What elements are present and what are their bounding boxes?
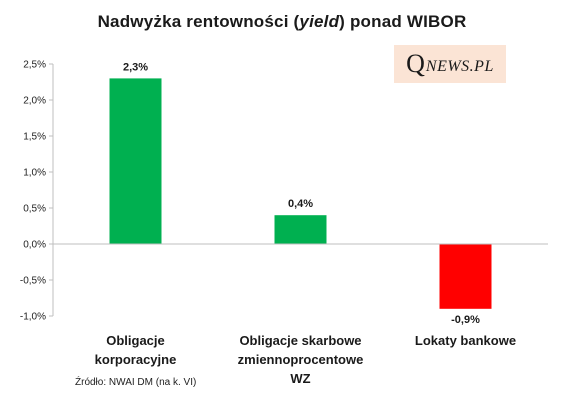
category-label: Obligacje: [106, 333, 165, 348]
data-label: 0,4%: [288, 198, 313, 210]
y-tick-label: 0,0%: [23, 240, 46, 251]
chart-title-suffix: ) ponad WIBOR: [339, 12, 467, 31]
brand-logo-text: NEWS.PL: [425, 58, 494, 75]
category-label: Obligacje skarbowe: [239, 333, 361, 348]
chart-title-prefix: Nadwyżka rentowności (: [97, 12, 300, 31]
source-note: Źródło: NWAI DM (na k. VI): [75, 377, 197, 388]
category-label: WZ: [290, 371, 310, 386]
y-tick-label: 1,0%: [23, 168, 46, 179]
y-tick-label: 0,5%: [23, 204, 46, 215]
bar: [109, 78, 162, 245]
y-tick-label: 2,0%: [23, 96, 46, 107]
data-label: 2,3%: [123, 61, 148, 73]
chart-title-italic: yield: [299, 12, 340, 31]
brand-logo-q: Q: [406, 49, 425, 78]
y-tick-label: 2,5%: [23, 60, 46, 71]
data-label: -0,9%: [451, 314, 480, 326]
category-label: zmiennoprocentowe: [238, 352, 364, 367]
category-label: korporacyjne: [95, 352, 177, 367]
bar: [439, 244, 492, 309]
y-tick-label: 1,5%: [23, 132, 46, 143]
brand-logo: Q NEWS.PL: [394, 45, 506, 83]
y-tick-label: -1,0%: [20, 312, 46, 323]
bar: [274, 215, 327, 244]
chart-title: Nadwyżka rentowności (yield) ponad WIBOR: [0, 12, 564, 32]
y-tick-label: -0,5%: [20, 276, 46, 287]
category-label: Lokaty bankowe: [415, 333, 516, 348]
